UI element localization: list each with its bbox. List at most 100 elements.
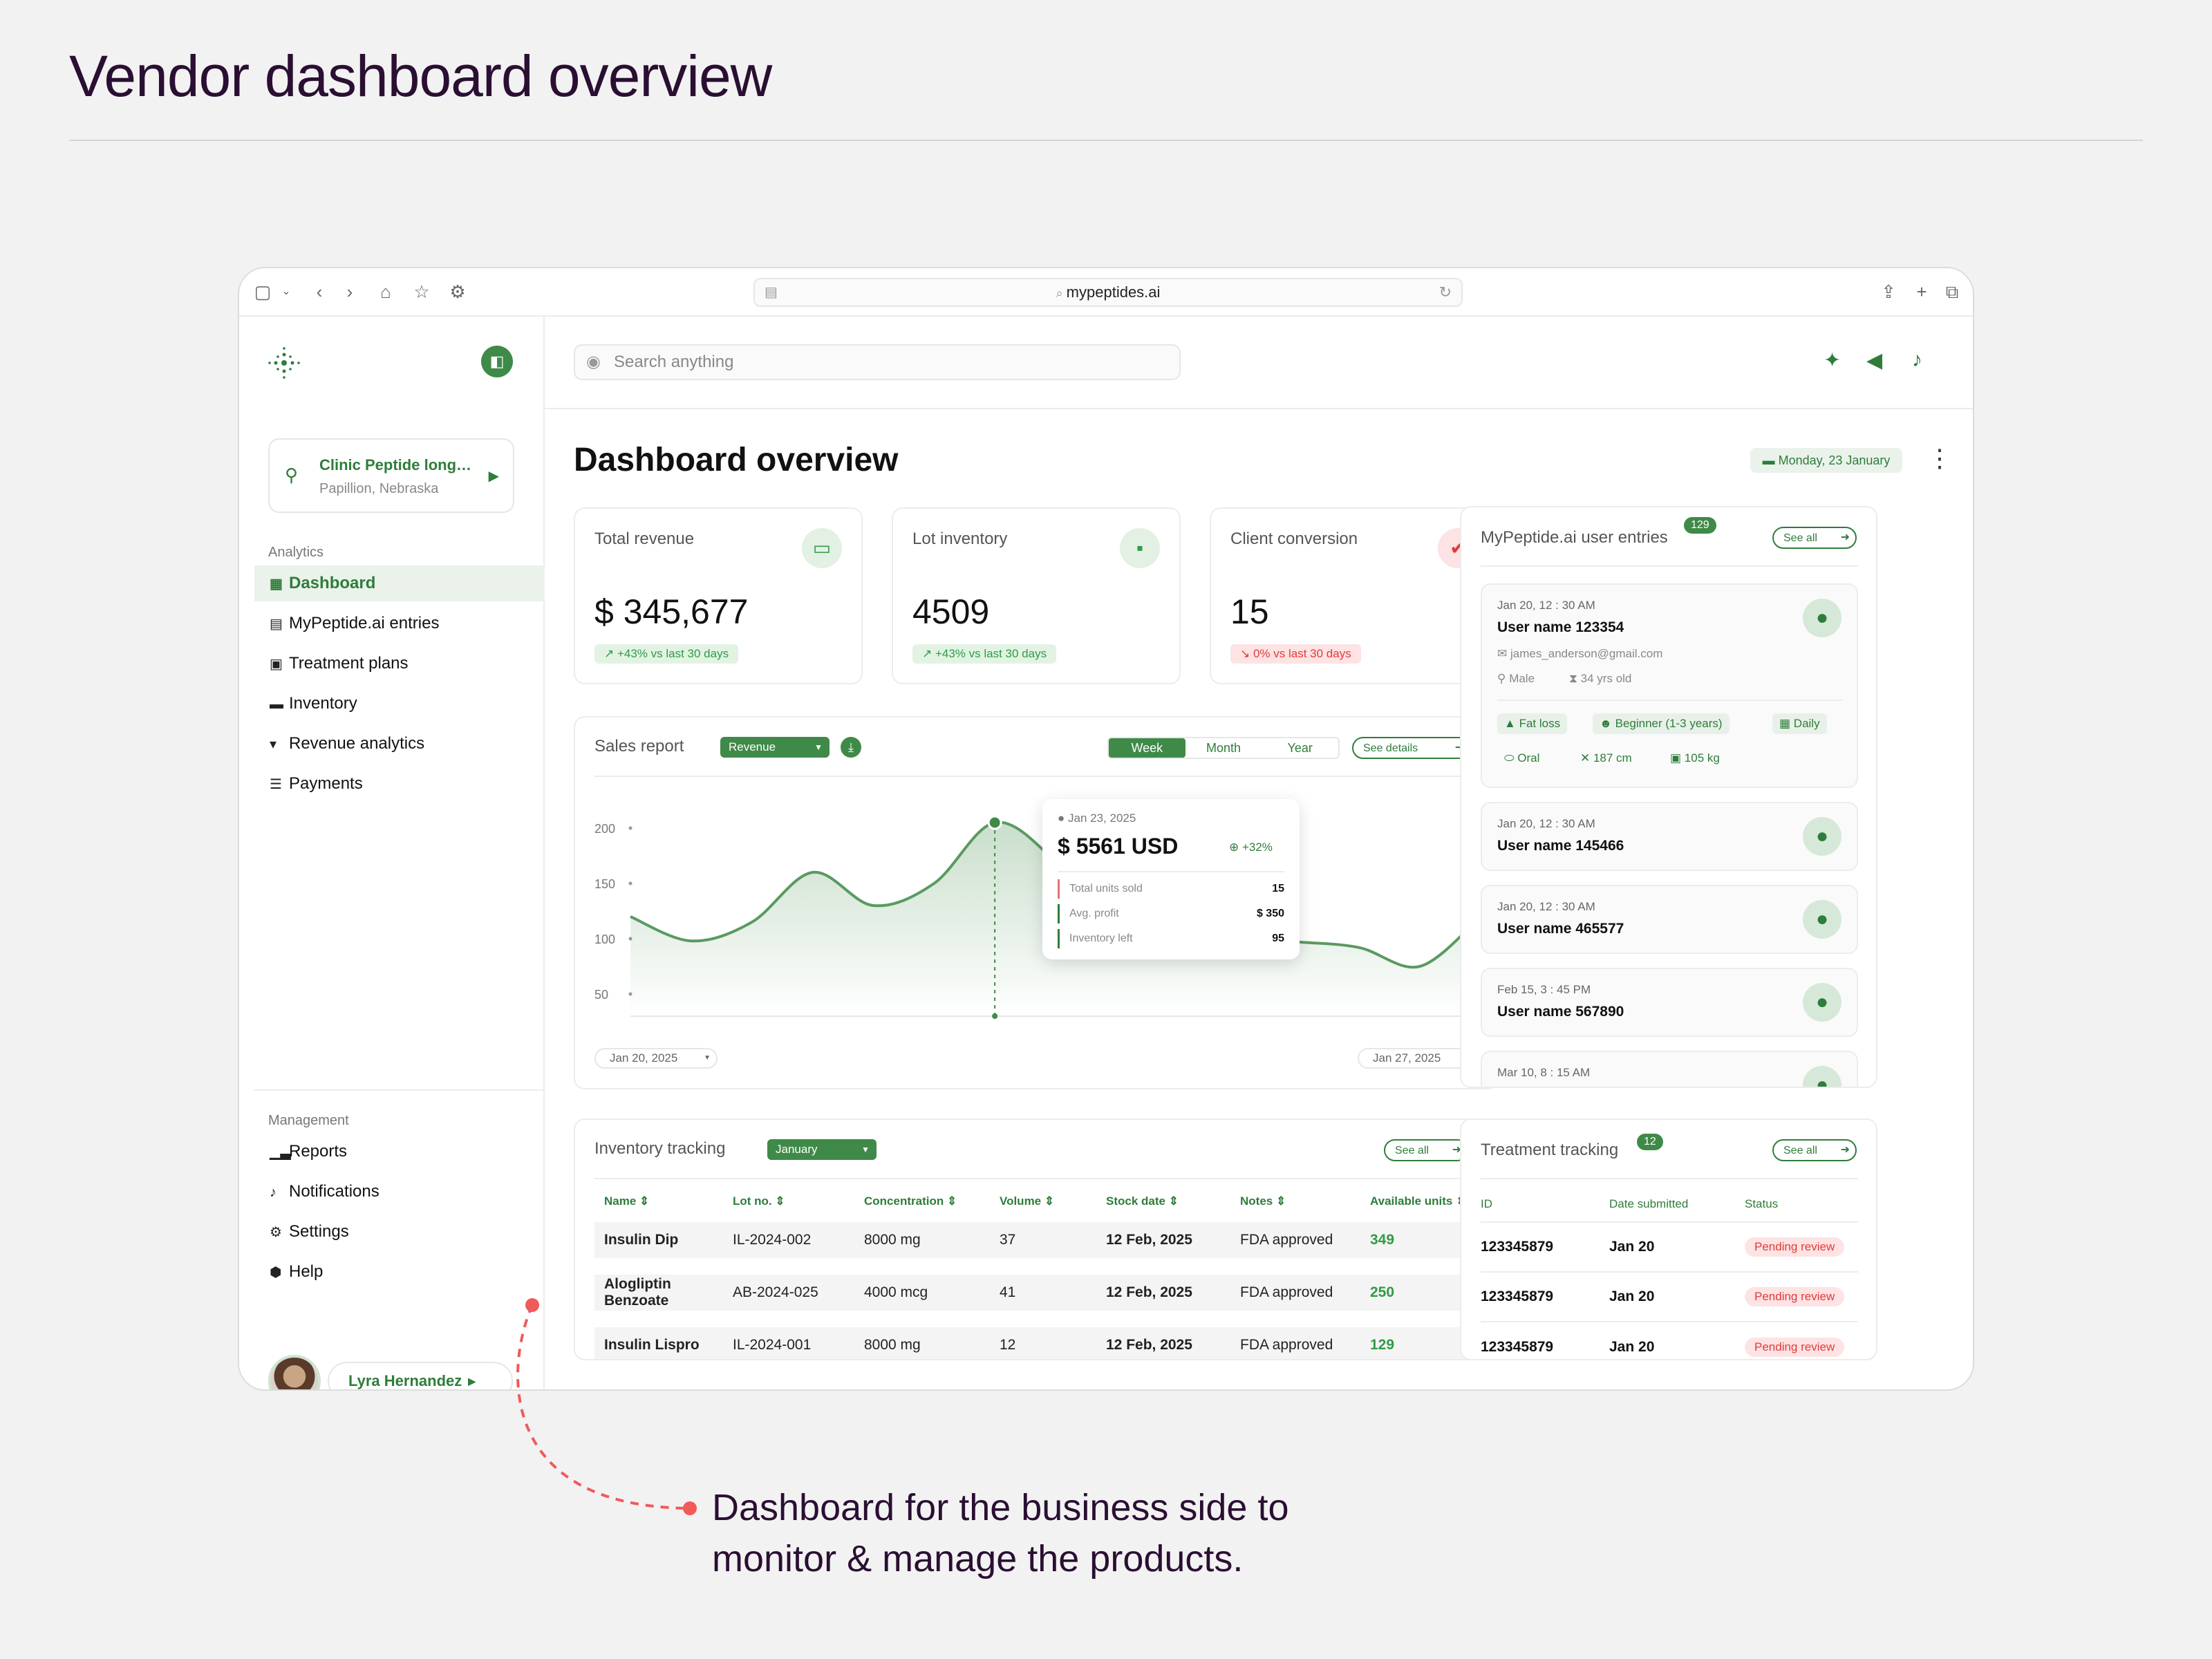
tab-year[interactable]: Year <box>1287 741 1313 755</box>
kpi-value: $ 345,677 <box>594 592 749 631</box>
entry-age-text: 34 yrs old <box>1580 672 1632 685</box>
table-row[interactable]: Alogliptin Benzoate AB-2024-025 4000 mcg… <box>594 1275 1475 1311</box>
sidebar-item-notifications[interactable]: ♪ Notifications <box>254 1174 545 1210</box>
lock-icon: ▤ <box>765 285 778 300</box>
table-row[interactable]: 123345879 Jan 20 Pending review <box>1481 1321 1858 1359</box>
sidebar-toggle-icon[interactable]: ▢ <box>254 281 272 302</box>
select-value: January <box>776 1143 818 1156</box>
column-header[interactable]: Concentration ⇕ <box>864 1194 957 1208</box>
see-all-treatment-button[interactable]: See all ➜ <box>1772 1139 1857 1161</box>
search-icon: ◉ <box>586 353 601 371</box>
highlight-base-point <box>992 1013 998 1019</box>
user-menu-button[interactable]: Lyra Hernandez ▶ <box>328 1362 513 1389</box>
button-label: See all <box>1783 532 1817 544</box>
sidebar-item-treatment-plans[interactable]: ▣ Treatment plans <box>254 646 545 682</box>
column-header[interactable]: Stock date ⇕ <box>1106 1194 1179 1208</box>
button-label: See details <box>1363 742 1418 754</box>
treatment-table: ID Date submitted Status 123345879 Jan 20… <box>1481 1186 1858 1359</box>
table-row[interactable]: 123345879 Jan 20 Pending review <box>1481 1221 1858 1272</box>
see-all-inventory-button[interactable]: See all ➜ <box>1384 1139 1468 1161</box>
list-item[interactable]: Jan 20, 12 : 30 AM User name 123354 ● ✉ … <box>1481 583 1858 788</box>
column-header[interactable]: Status <box>1745 1197 1779 1210</box>
table-row[interactable]: Insulin Lispro IL-2024-001 8000 mg 12 12… <box>594 1327 1475 1359</box>
row-spacer <box>594 1311 1475 1327</box>
table-row[interactable]: Insulin Dip IL-2024-002 8000 mg 37 12 Fe… <box>594 1222 1475 1258</box>
column-header[interactable]: Notes ⇕ <box>1240 1194 1286 1208</box>
tag-text: 105 kg <box>1684 751 1720 765</box>
column-header[interactable]: Lot no. ⇕ <box>733 1194 785 1208</box>
bars-icon: ▁▃ <box>270 1145 291 1160</box>
collapse-sidebar-button[interactable]: ◧ <box>481 346 513 377</box>
gear-icon[interactable]: ⚙ <box>449 281 466 302</box>
caption-line: Dashboard for the business side to <box>712 1487 1289 1528</box>
tooltip-row: Inventory left 95 <box>1058 929 1284 948</box>
column-header[interactable]: ID <box>1481 1197 1492 1210</box>
new-tab-icon[interactable]: + <box>1916 281 1927 302</box>
list-item[interactable]: Jan 20, 12 : 30 AM User name 145466 ● <box>1481 802 1858 871</box>
download-icon[interactable]: ⤓ <box>841 737 861 758</box>
tab-week[interactable]: Week <box>1109 738 1185 758</box>
user-profile[interactable]: Lyra Hernandez ▶ <box>268 1355 514 1389</box>
back-icon[interactable]: ‹ <box>316 281 323 302</box>
sidebar-item-dashboard[interactable]: ▦ Dashboard <box>254 565 545 601</box>
sidebar-item-label: Treatment plans <box>289 654 409 673</box>
sidebar-item-inventory[interactable]: ▬ Inventory <box>254 686 545 722</box>
sidebar-item-revenue-analytics[interactable]: ▾ Revenue analytics <box>254 726 545 762</box>
star-icon[interactable]: ☆ <box>413 281 430 302</box>
megaphone-icon[interactable]: ◀ <box>1866 349 1883 372</box>
tooltip-divider <box>1058 871 1284 872</box>
entry-divider <box>1497 700 1843 701</box>
share-icon[interactable]: ⇪ <box>1881 281 1896 302</box>
kpi-label: Client conversion <box>1230 529 1358 548</box>
home-icon[interactable]: ⌂ <box>380 281 391 302</box>
box-icon: ▬ <box>270 697 283 712</box>
list-item[interactable]: Jan 20, 12 : 30 AM User name 465577 ● <box>1481 885 1858 954</box>
status-badge: Pending review <box>1745 1237 1845 1257</box>
search-input[interactable]: ◉ Search anything <box>574 344 1181 380</box>
tag-text: Oral <box>1517 751 1540 765</box>
column-header[interactable]: Name ⇕ <box>604 1194 650 1208</box>
entry-user: User name 123354 <box>1497 619 1624 635</box>
tag-frequency: ▦ Daily <box>1772 713 1827 734</box>
sidebar-item-entries[interactable]: ▤ MyPeptide.ai entries <box>254 606 545 641</box>
address-bar[interactable]: ▤ ⌕ mypeptides.ai ↻ <box>753 278 1463 307</box>
chevron-down-icon[interactable]: ⌄ <box>281 285 291 297</box>
list-item[interactable]: Feb 15, 3 : 45 PM User name 567890 ● <box>1481 968 1858 1037</box>
sidebar-item-reports[interactable]: ▁▃Reports <box>254 1134 545 1170</box>
status-badge: Pending review <box>1745 1287 1845 1306</box>
sparkle-icon[interactable]: ✦ <box>1824 349 1841 372</box>
forward-icon[interactable]: › <box>346 281 353 302</box>
tab-month[interactable]: Month <box>1206 741 1241 755</box>
cell-id: 123345879 <box>1481 1221 1609 1272</box>
tooltip-row-label: Inventory left <box>1069 932 1133 944</box>
month-select[interactable]: January ▼ <box>767 1139 877 1160</box>
tooltip-date-text: Jan 23, 2025 <box>1068 812 1136 825</box>
clinic-name: Clinic Peptide long… <box>319 456 472 474</box>
tabs-icon[interactable]: ⧉ <box>1945 281 1959 302</box>
count-badge: 12 <box>1637 1134 1663 1150</box>
bell-icon[interactable]: ♪ <box>1912 348 1922 371</box>
reload-icon[interactable]: ↻ <box>1438 283 1452 301</box>
column-header[interactable]: Volume ⇕ <box>1000 1194 1055 1208</box>
y-tick-mark <box>628 881 632 885</box>
range-start-select[interactable]: Jan 20, 2025 ▼ <box>594 1048 718 1069</box>
clinic-selector[interactable]: ⚲ Clinic Peptide long… Papillion, Nebras… <box>268 438 514 513</box>
chevron-down-icon: ▼ <box>704 1054 711 1062</box>
cell-lot: IL-2024-002 <box>723 1222 854 1258</box>
kpi-change: +43% vs last 30 days <box>617 647 729 660</box>
ruler-icon: ✕ <box>1580 751 1593 765</box>
see-all-entries-button[interactable]: See all ➜ <box>1772 527 1857 549</box>
card-title: Inventory tracking <box>594 1139 726 1158</box>
sidebar-item-help[interactable]: ⬢ Help <box>254 1254 545 1290</box>
entry-date: Jan 20, 12 : 30 AM <box>1497 817 1595 830</box>
cell-id: 123345879 <box>1481 1271 1609 1322</box>
inventory-table: Name ⇕ Lot no. ⇕ Concentration ⇕ Volume … <box>594 1181 1475 1359</box>
sidebar-item-payments[interactable]: ☰ Payments <box>254 766 545 802</box>
more-options-icon[interactable]: ⋮ <box>1927 444 1952 472</box>
date-badge[interactable]: ▬ Monday, 23 January <box>1750 448 1902 473</box>
list-item[interactable]: Mar 10, 8 : 15 AM ● <box>1481 1051 1858 1087</box>
column-header[interactable]: Date submitted <box>1609 1197 1689 1210</box>
table-row[interactable]: 123345879 Jan 20 Pending review <box>1481 1271 1858 1322</box>
metric-select[interactable]: Revenue ▼ <box>720 737 830 758</box>
sidebar-item-settings[interactable]: ⚙ Settings <box>254 1214 545 1250</box>
